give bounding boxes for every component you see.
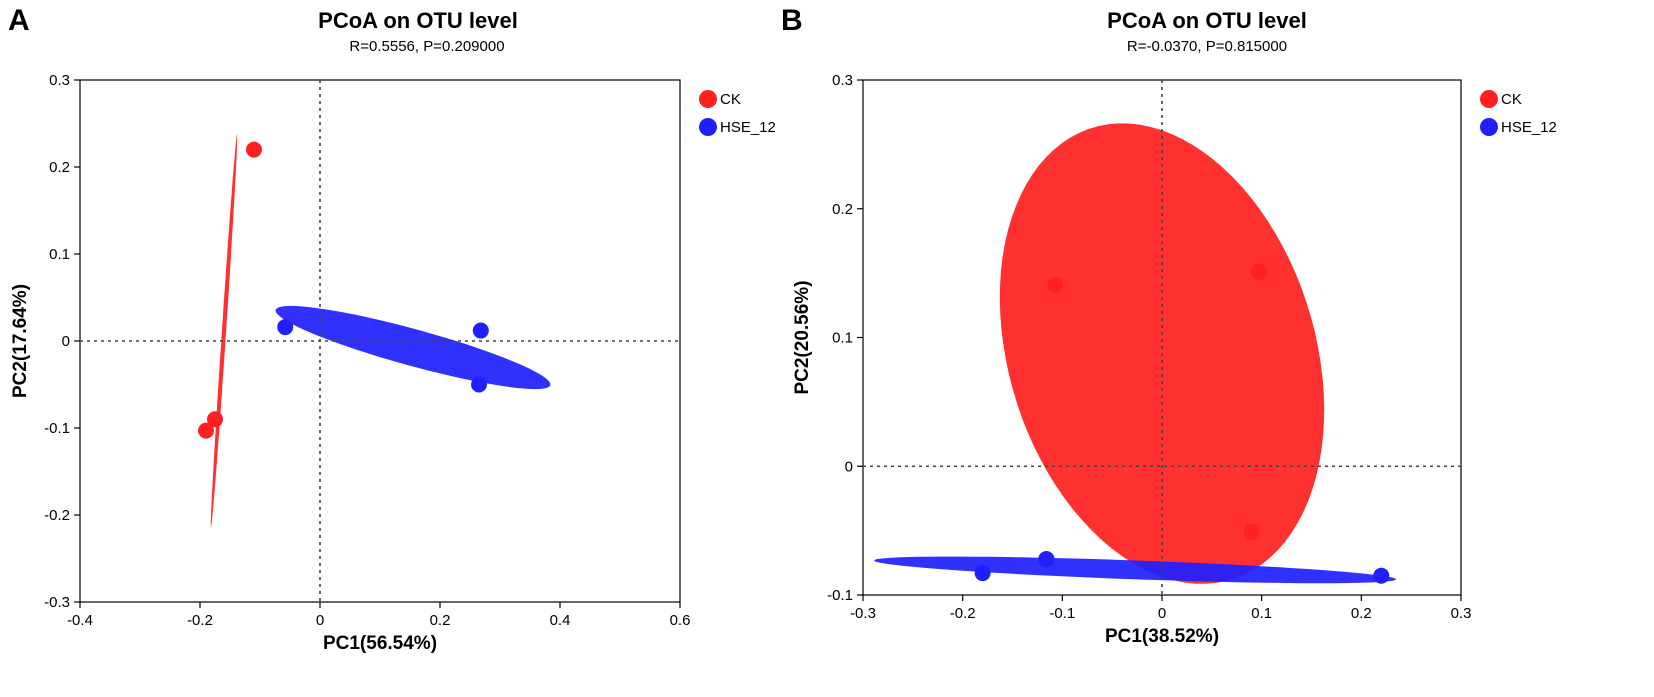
confidence-ellipse-hse_12 — [874, 556, 1397, 584]
data-point-hse_12 — [1373, 567, 1390, 584]
x-axis-label: PC1(56.54%) — [323, 633, 437, 654]
chart-subtitle: R=-0.0370, P=0.815000 — [1127, 38, 1287, 55]
x-tick-label: -0.1 — [1049, 605, 1075, 622]
y-tick-label: -0.3 — [44, 594, 70, 611]
legend-marker-ck — [699, 90, 717, 108]
y-tick-label: 0 — [845, 458, 853, 475]
confidence-ellipse-hse_12 — [275, 305, 551, 390]
confidence-ellipse-ck — [210, 134, 238, 528]
panel-label: A — [8, 4, 30, 37]
y-axis-label: PC2(17.64%) — [10, 284, 31, 398]
chart-subtitle: R=0.5556, P=0.209000 — [349, 38, 504, 55]
y-tick-label: -0.1 — [827, 587, 853, 604]
chart-panel-a: A PCoA on OTU level R=0.5556, P=0.209000 -0… — [8, 4, 776, 654]
data-point-hse_12 — [277, 319, 294, 336]
x-tick-label: 0 — [1158, 605, 1166, 622]
y-tick-label: 0.3 — [49, 72, 70, 89]
x-tick-label: 0.4 — [550, 612, 571, 629]
x-tick-label: 0.2 — [1351, 605, 1372, 622]
data-point-hse_12 — [472, 322, 489, 339]
legend-label: HSE_12 — [720, 119, 776, 136]
legend-marker-hse_12 — [1480, 118, 1498, 136]
x-tick-label: 0.3 — [1451, 605, 1472, 622]
y-axis-label: PC2(20.56%) — [792, 280, 813, 394]
legend-label: CK — [720, 91, 741, 108]
y-tick-label: -0.1 — [44, 420, 70, 437]
data-point-ck — [1243, 523, 1260, 540]
legend-marker-hse_12 — [699, 118, 717, 136]
x-tick-label: -0.4 — [67, 612, 93, 629]
data-point-ck — [1047, 276, 1064, 293]
chart-title: PCoA on OTU level — [1107, 8, 1307, 33]
x-tick-label: -0.3 — [850, 605, 876, 622]
legend: CK HSE_12 — [699, 90, 776, 136]
legend: CK HSE_12 — [1480, 90, 1557, 136]
x-tick-label: -0.2 — [950, 605, 976, 622]
x-tick-label: 0.6 — [670, 612, 691, 629]
x-tick-label: 0 — [316, 612, 324, 629]
y-tick-label: 0.1 — [49, 246, 70, 263]
data-point-ck — [246, 141, 262, 158]
y-tick-label: 0 — [62, 333, 70, 350]
data-point-hse_12 — [471, 376, 487, 393]
data-point-hse_12 — [1038, 550, 1055, 567]
y-tick-label: 0.2 — [49, 159, 70, 176]
y-tick-label: 0.1 — [832, 330, 853, 347]
x-tick-label: 0.1 — [1251, 605, 1272, 622]
legend-marker-ck — [1480, 90, 1498, 108]
panel-label: B — [781, 4, 803, 37]
chart-panel-b: B PCoA on OTU level R=-0.0370, P=0.815000 -… — [781, 4, 1557, 647]
x-axis-label: PC1(38.52%) — [1105, 626, 1219, 647]
data-point-ck — [1250, 263, 1267, 280]
y-tick-label: 0.2 — [832, 201, 853, 218]
y-tick-label: 0.3 — [832, 72, 853, 89]
chart-title: PCoA on OTU level — [318, 8, 518, 33]
data-point-ck — [198, 422, 214, 439]
y-tick-label: -0.2 — [44, 507, 70, 524]
x-tick-label: -0.2 — [187, 612, 213, 629]
legend-label: CK — [1501, 91, 1522, 108]
legend-label: HSE_12 — [1501, 119, 1557, 136]
data-point-hse_12 — [974, 565, 991, 582]
data-point-ck — [207, 411, 223, 428]
x-tick-label: 0.2 — [430, 612, 451, 629]
